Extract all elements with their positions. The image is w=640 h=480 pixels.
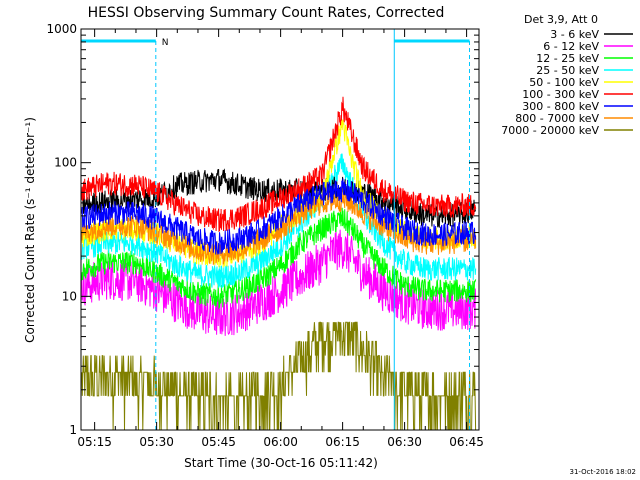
legend-title: Det 3,9, Att 0	[524, 13, 598, 26]
y-axis-label: Corrected Count Rate (s⁻¹ detector⁻¹)	[23, 117, 37, 343]
x-tick-label-2: 05:45	[201, 435, 236, 449]
series-line-2	[81, 207, 477, 310]
series-line-0	[81, 168, 476, 228]
series-line-6	[81, 178, 477, 256]
x-tick-label-4: 06:15	[325, 435, 360, 449]
series-line-8	[81, 321, 477, 431]
y-tick-label-3: 1000	[46, 22, 77, 36]
legend-label-4: 50 - 100 keV	[529, 76, 599, 89]
legend-label-6: 300 - 800 keV	[522, 100, 599, 113]
y-tick-label-2: 100	[54, 156, 77, 170]
x-tick-label-3: 06:00	[263, 435, 298, 449]
series-line-7	[81, 187, 477, 265]
legend-label-2: 12 - 25 keV	[536, 52, 599, 65]
legend-label-1: 6 - 12 keV	[543, 40, 599, 53]
series-line-3	[81, 153, 477, 289]
x-tick-label-1: 05:30	[139, 435, 174, 449]
y-tick-label-1: 10	[62, 289, 77, 303]
legend-label-3: 25 - 50 keV	[536, 64, 599, 77]
axes-frame	[80, 28, 480, 431]
x-tick-label-6: 06:45	[449, 435, 484, 449]
axes: 05:15 05:30 05:45 06:00 06:15 06:30 06:45 1 10 10…	[46, 22, 483, 449]
x-tick-label-5: 06:30	[387, 435, 422, 449]
x-axis-label: Start Time (30-Oct-16 05:11:42)	[184, 456, 378, 470]
footer-timestamp: 31-Oct-2016 18:02	[570, 468, 636, 476]
plot-area	[81, 96, 477, 431]
legend-label-8: 7000 - 20000 keV	[501, 124, 599, 137]
y-tick-label-0: 1	[69, 423, 77, 437]
legend-label-5: 100 - 300 keV	[522, 88, 599, 101]
legend-label-7: 800 - 7000 keV	[515, 112, 599, 125]
segment-flag: N	[162, 38, 169, 48]
series-line-5	[81, 96, 477, 233]
x-tick-label-0: 05:15	[77, 435, 112, 449]
chart-title: HESSI Observing Summary Count Rates, Cor…	[88, 5, 445, 21]
legend-label-0: 3 - 6 keV	[550, 28, 599, 41]
